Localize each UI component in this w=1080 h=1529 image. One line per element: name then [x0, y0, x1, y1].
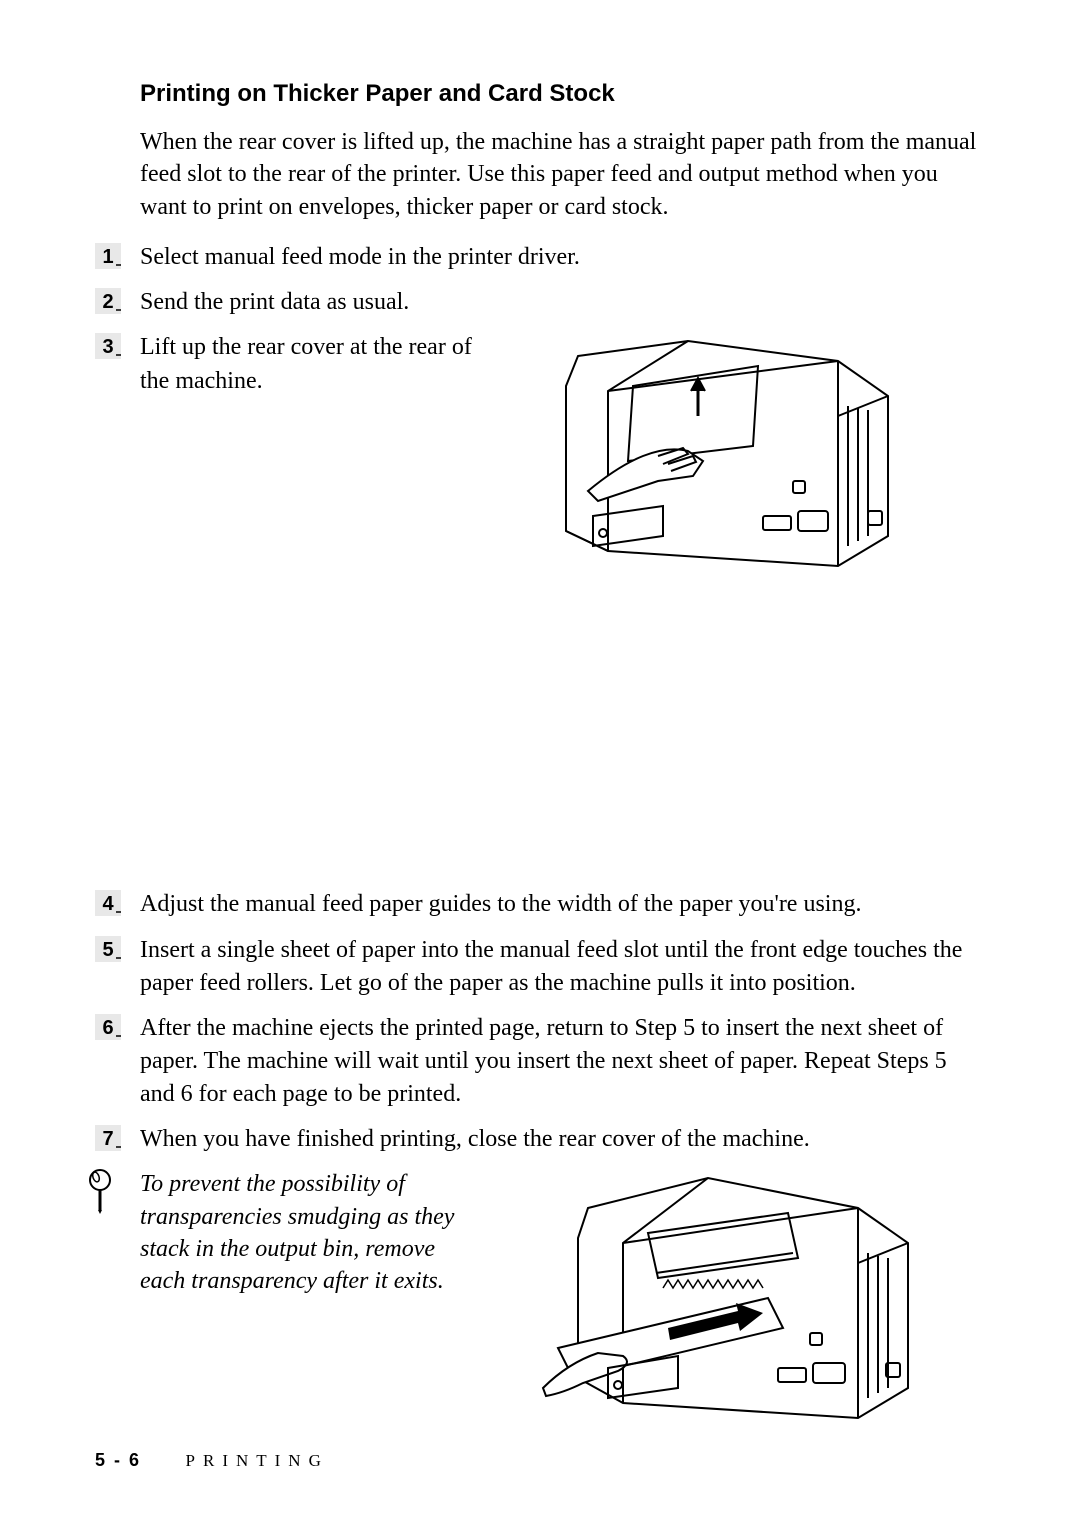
- step-5-text: Insert a single sheet of paper into the …: [140, 934, 985, 1000]
- instruction-steps: 1 Select manual feed mode in the printer…: [95, 241, 985, 1156]
- section-title: Printing on Thicker Paper and Card Stock: [95, 80, 985, 108]
- note-text: To prevent the possibility of transparen…: [140, 1168, 470, 1298]
- svg-text:5: 5: [102, 939, 113, 961]
- step-number-2: 2: [95, 288, 121, 314]
- step-2-text: Send the print data as usual.: [140, 286, 985, 319]
- svg-text:1: 1: [102, 246, 113, 268]
- step-6-text: After the machine ejects the printed pag…: [140, 1012, 985, 1111]
- step-number-5: 5: [95, 936, 121, 962]
- intro-paragraph: When the rear cover is lifted up, the ma…: [95, 126, 985, 223]
- footer-section-name: PRINTING: [186, 1451, 329, 1470]
- step-7-text: When you have finished printing, close t…: [140, 1123, 985, 1156]
- svg-text:6: 6: [102, 1017, 113, 1039]
- svg-text:4: 4: [102, 893, 114, 915]
- svg-text:3: 3: [102, 336, 113, 358]
- printer-figure-1: [480, 331, 985, 596]
- footer-page-number: 5 - 6: [95, 1450, 141, 1470]
- step-number-3: 3: [95, 333, 121, 359]
- page-footer: 5 - 6 PRINTING: [95, 1450, 329, 1471]
- step-3-text: Lift up the rear cover at the rear of th…: [140, 331, 480, 397]
- step-number-7: 7: [95, 1125, 121, 1151]
- step-number-4: 4: [95, 890, 121, 916]
- printer-figure-2: [470, 1168, 985, 1448]
- note-icon: [85, 1168, 115, 1221]
- step-1-text: Select manual feed mode in the printer d…: [140, 241, 985, 274]
- svg-text:7: 7: [102, 1128, 113, 1150]
- svg-text:2: 2: [102, 291, 113, 313]
- step-number-6: 6: [95, 1014, 121, 1040]
- step-4-text: Adjust the manual feed paper guides to t…: [140, 888, 985, 921]
- step-number-1: 1: [95, 243, 121, 269]
